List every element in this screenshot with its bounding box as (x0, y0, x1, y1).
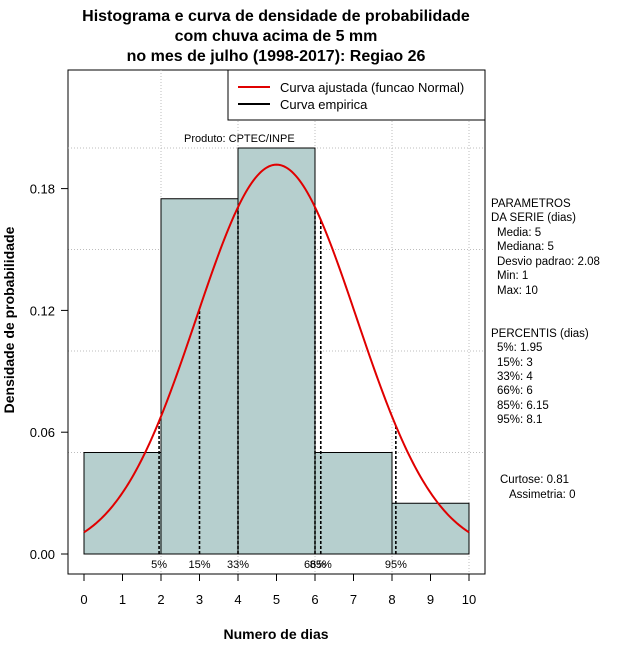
histogram-bars (83, 147, 470, 555)
percentil-85: 85%: 6.15 (497, 400, 549, 412)
assimetria: Assimetria: 0 (509, 489, 575, 501)
chart-title-line-1: Histograma e curva de densidade de proba… (82, 8, 470, 25)
histogram-bar (237, 147, 316, 555)
percentile-label: 66% (304, 559, 326, 571)
x-tick-label: 9 (427, 592, 434, 607)
y-tick-label: 0.12 (30, 303, 55, 318)
percentil-5: 5%: 1.95 (497, 342, 542, 354)
y-axis: 0.00 0.06 0.12 0.18 (30, 182, 69, 562)
x-tick-label: 8 (388, 592, 395, 607)
normal-curve (83, 163, 470, 534)
percentile-label: 33% (227, 559, 249, 571)
y-tick-label: 0.00 (30, 547, 55, 562)
percentile-label: 5% (151, 559, 167, 571)
x-tick-label: 2 (157, 592, 164, 607)
chart-title-line-3: no mes de julho (1998-2017): Regiao 26 (127, 48, 426, 65)
param-desvio: Desvio padrao: 2.08 (497, 256, 600, 268)
percentil-33: 33%: 4 (497, 371, 533, 383)
histogram-bar (314, 452, 393, 555)
side-panel: PARAMETROS DA SERIE (dias) Media: 5 Medi… (491, 198, 600, 501)
percentile-label: 15% (188, 559, 210, 571)
x-tick-label: 4 (234, 592, 241, 607)
percentile-label: 85% (310, 559, 332, 571)
x-tick-label: 1 (119, 592, 126, 607)
normal-curve-layer (83, 163, 470, 534)
params-title-2: DA SERIE (dias) (491, 212, 576, 224)
legend-label-empirical: Curva empirica (280, 97, 368, 112)
product-note: Produto: CPTEC/INPE (184, 133, 295, 145)
param-max: Max: 10 (497, 285, 538, 297)
y-tick-label: 0.18 (30, 182, 55, 197)
legend-box (227, 69, 486, 121)
legend-label-fitted: Curva ajustada (funcao Normal) (280, 80, 464, 95)
x-tick-label: 6 (311, 592, 318, 607)
x-axis-label: Numero de dias (223, 626, 328, 642)
x-tick-label: 7 (350, 592, 357, 607)
histogram-bar (83, 452, 162, 555)
chart-title-line-2: com chuva acima de 5 mm (175, 28, 378, 45)
legend: Curva ajustada (funcao Normal) Curva emp… (227, 69, 486, 121)
percentile-label: 95% (385, 559, 407, 571)
param-media: Media: 5 (497, 227, 541, 239)
params-title-1: PARAMETROS (491, 198, 571, 210)
percentis-title: PERCENTIS (dias) (491, 328, 589, 340)
curtose: Curtose: 0.81 (500, 474, 569, 486)
y-axis-label: Densidade de probabilidade (1, 226, 17, 413)
param-min: Min: 1 (497, 270, 528, 282)
x-tick-label: 0 (80, 592, 87, 607)
percentil-15: 15%: 3 (497, 357, 533, 369)
x-axis: 0 1 2 3 4 5 6 7 8 9 10 (80, 573, 476, 607)
percentil-95: 95%: 8.1 (497, 414, 542, 426)
param-mediana: Mediana: 5 (497, 241, 554, 253)
y-tick-label: 0.06 (30, 425, 55, 440)
x-tick-label: 10 (462, 592, 476, 607)
percentil-66: 66%: 6 (497, 385, 533, 397)
x-tick-label: 5 (273, 592, 280, 607)
x-tick-label: 3 (196, 592, 203, 607)
percentile-lines: 5% 15% 33% 66%85% 95% (151, 207, 407, 571)
histogram-bar (391, 502, 470, 555)
